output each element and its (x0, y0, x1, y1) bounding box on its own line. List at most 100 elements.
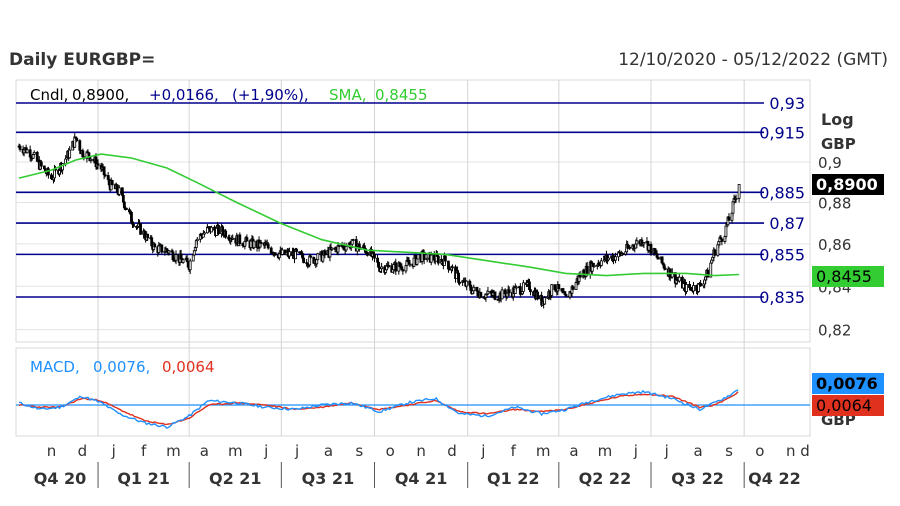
candle (210, 225, 213, 233)
month-label: a (324, 442, 333, 460)
macd-tag: 0,0076 (816, 374, 878, 393)
candle (188, 258, 192, 274)
reference-line-label: 0,835 (759, 288, 805, 307)
y-tick-label: 0,86 (818, 236, 851, 254)
candle (720, 238, 724, 246)
candle (302, 254, 306, 264)
legend-cndl: Cndl, (30, 86, 68, 104)
sma-line (18, 153, 740, 277)
candle (394, 258, 398, 275)
candle (124, 207, 128, 211)
month-label: o (755, 442, 764, 460)
candle (649, 241, 653, 257)
candle (737, 183, 741, 203)
candle (557, 284, 561, 292)
month-label: j (294, 442, 299, 460)
candle (507, 286, 511, 297)
month-label: n (786, 442, 796, 460)
candle (132, 221, 135, 228)
month-label: s (355, 442, 363, 460)
candle (713, 248, 717, 257)
candle (514, 285, 518, 291)
candle (167, 249, 171, 256)
month-label: a (569, 442, 578, 460)
candle (614, 252, 617, 264)
candle (663, 266, 667, 271)
candle (465, 280, 469, 291)
legend-sma-value: 0,8455 (375, 86, 428, 104)
candle (25, 147, 29, 154)
candle (599, 258, 603, 267)
candle (259, 239, 263, 247)
candle (628, 244, 632, 250)
signal-line (18, 391, 739, 426)
sma-tag: 0,8455 (816, 267, 872, 286)
candle (288, 247, 291, 260)
signal-tag-bg (812, 395, 884, 416)
candle (273, 252, 277, 256)
candle (734, 194, 738, 203)
candle (238, 232, 242, 247)
reference-line-label: 0,87 (769, 214, 805, 233)
candle (543, 295, 547, 305)
candle (202, 230, 206, 236)
candle (592, 263, 596, 268)
candle (231, 234, 235, 240)
candle (536, 289, 539, 301)
date-range: 12/10/2020 - 05/12/2022 (GMT) (618, 50, 888, 70)
candle (323, 248, 327, 259)
candle (692, 281, 695, 295)
month-label: n (416, 442, 426, 460)
candle (444, 255, 447, 264)
candle (479, 291, 483, 298)
macd-tag-bg (812, 373, 884, 394)
candle (415, 258, 419, 266)
month-label: d (800, 442, 810, 460)
month-label: m (598, 442, 613, 460)
month-label: m (166, 442, 181, 460)
legend-sma-label: SMA, (329, 86, 367, 104)
candle (68, 146, 72, 159)
macd-legend-signal: 0,0064 (162, 358, 215, 376)
month-label: f (511, 442, 517, 460)
candle (422, 249, 426, 265)
candle (699, 279, 703, 287)
candle (96, 159, 100, 170)
candle (607, 256, 610, 262)
candle (571, 285, 575, 291)
last-price-tag: 0,8900 (816, 175, 878, 194)
candle (500, 286, 504, 300)
month-label: m (228, 442, 243, 460)
candle (380, 262, 384, 274)
candle (280, 247, 284, 256)
candle (621, 252, 625, 256)
candle (451, 264, 454, 272)
candle (18, 144, 22, 152)
quarter-label: Q3 21 (302, 469, 355, 488)
sma-tag-bg (812, 266, 884, 287)
quarter-label: Q2 22 (579, 469, 632, 488)
signal-tag: 0,0064 (816, 396, 872, 415)
candle (635, 237, 639, 248)
candle (642, 242, 646, 249)
candle (224, 229, 228, 239)
candle (309, 254, 313, 259)
quarter-label: Q2 21 (209, 469, 262, 488)
scale-label: Log (821, 110, 854, 129)
candle (401, 268, 405, 275)
price-panel-frame (15, 79, 811, 343)
candle (295, 247, 298, 255)
candle (32, 150, 36, 156)
candle (344, 242, 348, 252)
quarter-label: Q1 21 (117, 469, 170, 488)
month-label: j (111, 442, 116, 460)
macd-legend-label: MACD, (30, 358, 80, 376)
candle (139, 222, 142, 235)
quarter-label: Q4 21 (395, 469, 448, 488)
candle (436, 253, 440, 266)
y-tick-label: 0,82 (818, 322, 851, 340)
candle (337, 244, 341, 250)
candle (266, 242, 270, 250)
y-tick-label: 0,88 (818, 194, 851, 212)
